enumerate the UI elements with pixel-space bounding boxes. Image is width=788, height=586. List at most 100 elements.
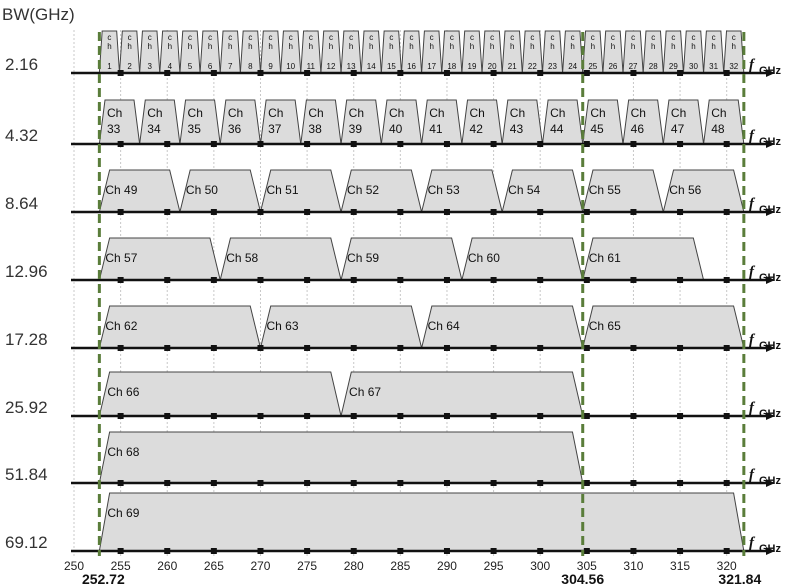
tick-marker [583, 70, 590, 76]
tick-marker [677, 209, 684, 215]
tick-marker [630, 209, 637, 215]
channel-abbrev: h [510, 42, 514, 51]
tick-marker [583, 277, 590, 283]
channel-abbrev: c [470, 33, 474, 42]
channel-abbrev: h [188, 42, 192, 51]
channel-abbrev: c [591, 33, 595, 42]
channel-shape [98, 431, 584, 484]
channel-abbrev: c [369, 33, 373, 42]
channel-label: Ch 67 [349, 385, 381, 399]
tick-marker [117, 141, 124, 147]
channel-number: 32 [729, 62, 738, 71]
x-tick-label: 310 [623, 559, 643, 573]
channel-label: Ch 54 [508, 183, 540, 197]
channel-label: Ch [308, 106, 323, 120]
tick-marker [350, 141, 357, 147]
channel-abbrev: c [309, 33, 313, 42]
tick-marker [537, 413, 544, 419]
channel-number: 28 [649, 62, 658, 71]
tick-marker [350, 209, 357, 215]
channel-number: 40 [389, 122, 403, 136]
channel-label-narrow: ch 9 [268, 33, 273, 71]
tick-marker [210, 548, 217, 554]
channel-number: 18 [447, 62, 456, 71]
frequency-symbol: f [749, 535, 756, 551]
channel-abbrev: c [168, 33, 172, 42]
channel-number: 19 [468, 62, 477, 71]
channel-abbrev: h [107, 42, 111, 51]
bandwidth-row-25.92: 25.92 Ch 66 Ch 67 f GHz [5, 371, 782, 420]
tick-marker [210, 345, 217, 351]
bandwidth-row-8.64: 8.64 Ch 49 Ch 50 Ch 51 Ch 52 Ch 53 Ch 54 Ch 55 C… [5, 169, 782, 216]
tick-marker [210, 141, 217, 147]
tick-marker [583, 209, 590, 215]
tick-marker [723, 141, 730, 147]
channel-abbrev: c [571, 33, 575, 42]
tick-marker [117, 548, 124, 554]
tick-marker [630, 548, 637, 554]
channel-number: 24 [568, 62, 577, 71]
tick-marker [537, 209, 544, 215]
channel-abbrev: c [430, 33, 434, 42]
tick-marker [350, 480, 357, 486]
channel-abbrev: c [248, 33, 252, 42]
channel-number: 44 [550, 122, 564, 136]
channel-label: Ch 66 [107, 385, 139, 399]
tick-marker [443, 413, 450, 419]
channel-number: 5 [188, 62, 193, 71]
frequency-unit: GHz [759, 65, 782, 77]
row-axis-arrow [766, 412, 775, 420]
tick-marker [350, 413, 357, 419]
channel-label: Ch 56 [669, 183, 701, 197]
channel-abbrev: h [349, 42, 353, 51]
channel-number: 25 [588, 62, 597, 71]
channel-number: 36 [228, 122, 242, 136]
tick-marker [490, 141, 497, 147]
bandwidth-rows: 2.16ch1ch2ch3ch4ch5ch6ch7ch8ch9ch10ch11c… [5, 30, 782, 555]
tick-marker [443, 277, 450, 283]
tick-marker [443, 345, 450, 351]
band-edge-label: 321.84 [718, 571, 761, 586]
tick-marker [350, 548, 357, 554]
channel-number: 46 [631, 122, 645, 136]
channel-number: 13 [347, 62, 356, 71]
channel-abbrev: h [490, 42, 494, 51]
tick-marker [257, 480, 264, 486]
row-axis-arrow [766, 69, 775, 77]
channel-label: Ch 58 [226, 251, 258, 265]
tick-marker [490, 209, 497, 215]
channel-abbrev: h [248, 42, 252, 51]
channel-abbrev: c [530, 33, 534, 42]
x-tick-label: 250 [64, 559, 84, 573]
tick-marker [583, 548, 590, 554]
channel-label: Ch [631, 106, 646, 120]
bandwidth-label: 25.92 [5, 398, 48, 417]
channel-abbrev: c [269, 33, 273, 42]
channel-number: 42 [470, 122, 484, 136]
tick-marker [304, 70, 311, 76]
channel-abbrev: h [591, 42, 595, 51]
channel-abbrev: c [551, 33, 555, 42]
channel-label-narrow: ch 2 [127, 33, 132, 71]
x-tick-label: 260 [157, 559, 177, 573]
tick-marker [164, 141, 171, 147]
channel-number: 2 [127, 62, 132, 71]
tick-marker [443, 70, 450, 76]
tick-marker [630, 70, 637, 76]
tick-marker [164, 70, 171, 76]
channel-abbrev: c [490, 33, 494, 42]
tick-marker [304, 480, 311, 486]
tick-marker [397, 480, 404, 486]
channel-shape [98, 492, 745, 552]
tick-marker [537, 70, 544, 76]
channel-number: 29 [669, 62, 678, 71]
channel-number: 7 [228, 62, 233, 71]
tick-marker [117, 345, 124, 351]
bandwidth-row-17.28: 17.28 Ch 62 Ch 63 Ch 64 Ch 65 f GHz [5, 305, 782, 352]
tick-marker [350, 277, 357, 283]
channel-abbrev: h [631, 42, 635, 51]
tick-marker [210, 413, 217, 419]
channel-label-narrow: ch 14 [367, 33, 376, 71]
tick-marker [677, 277, 684, 283]
